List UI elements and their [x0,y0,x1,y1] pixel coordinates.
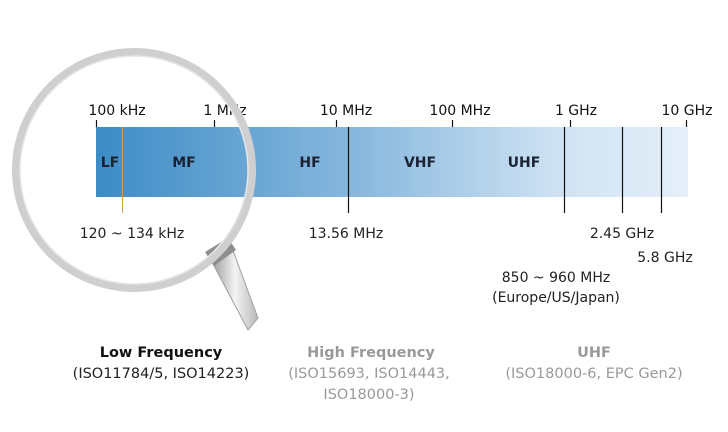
category-standards-high-frequency: (ISO15693, ISO14443, [288,366,450,382]
category-standards-uhf: (ISO18000-6, EPC Gen2) [505,366,682,382]
band-label-mf: MF [172,155,196,171]
microwave-label-5-8: 5.8 GHz [637,250,692,266]
uhf-range-label: 850 ~ 960 MHz [502,270,610,286]
category-title-high-frequency: High Frequency [307,345,435,361]
lf-range-label: 120 ~ 134 kHz [80,226,185,242]
category-standards-low-frequency: (ISO11784/5, ISO14223) [73,366,250,382]
magnifying-glass-icon [12,48,259,331]
scale-tick-label: 1 GHz [555,103,597,119]
category-title-low-frequency: Low Frequency [100,345,223,361]
frequency-marker-lines [347,127,663,213]
scale-tick-label: 100 kHz [88,103,145,119]
scale-tick-label: 10 GHz [662,103,713,119]
uhf-region-label: (Europe/US/Japan) [492,290,620,306]
band-label-lf: LF [101,155,119,171]
band-label-uhf: UHF [508,155,541,171]
frequency-spectrum-bar [96,127,688,197]
microwave-label-2-45: 2.45 GHz [590,226,654,242]
scale-tick-marks [95,120,688,127]
band-label-hf: HF [299,155,320,171]
band-label-vhf: VHF [404,155,436,171]
scale-tick-label: 10 MHz [320,103,372,119]
hf-frequency-label: 13.56 MHz [309,226,383,242]
scale-tick-label: 100 MHz [429,103,490,119]
category-title-uhf: UHF [577,345,611,361]
category-standards-high-frequency: ISO18000-3) [323,387,414,403]
